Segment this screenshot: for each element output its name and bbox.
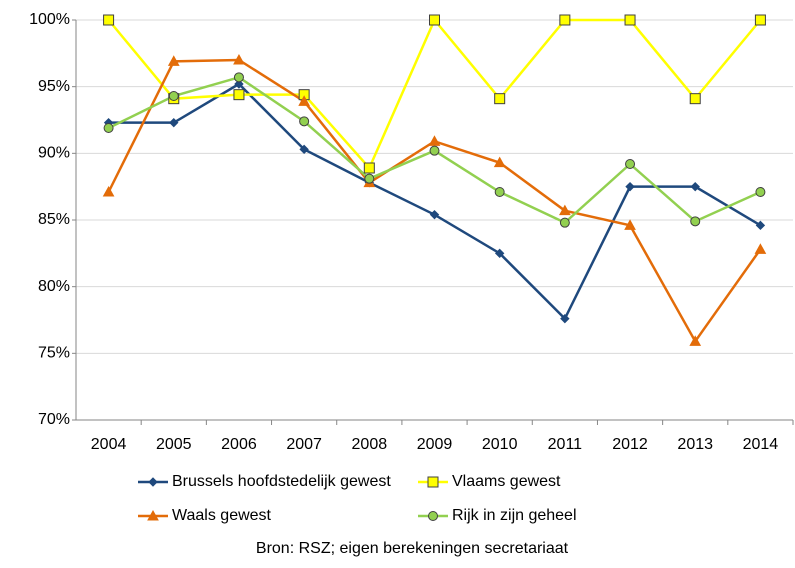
data-point — [559, 217, 570, 228]
legend-marker — [428, 511, 438, 521]
data-point — [755, 220, 766, 231]
legend-label: Rijk in zijn geheel — [452, 507, 577, 524]
x-tick-label: 2010 — [482, 436, 518, 453]
data-point — [560, 313, 570, 324]
data-point — [167, 55, 180, 66]
x-tick-label: 2012 — [612, 436, 648, 453]
y-tick-label: 80% — [38, 278, 70, 295]
data-point — [624, 219, 636, 230]
data-point — [493, 156, 506, 168]
x-tick-label: 2013 — [677, 436, 713, 453]
data-point — [233, 72, 244, 83]
data-point — [428, 135, 441, 146]
data-point — [690, 216, 701, 227]
data-point — [429, 145, 440, 156]
data-point — [755, 187, 766, 197]
data-point — [624, 14, 636, 26]
data-point — [689, 93, 701, 105]
data-point — [429, 14, 440, 26]
data-point — [102, 185, 115, 197]
y-tick-label: 75% — [38, 345, 70, 362]
legend-marker — [148, 477, 158, 487]
x-tick-label: 2006 — [221, 436, 257, 453]
data-point — [299, 144, 309, 155]
x-tick-label: 2011 — [548, 436, 583, 453]
x-tick-label: 2008 — [352, 436, 388, 453]
data-point — [559, 204, 571, 216]
data-point — [754, 243, 767, 254]
data-point — [233, 53, 245, 65]
y-tick-label: 70% — [38, 411, 70, 428]
data-point — [690, 181, 700, 192]
data-point — [169, 117, 179, 128]
y-tick-label: 95% — [38, 78, 70, 95]
data-point — [689, 335, 702, 346]
data-point — [429, 209, 440, 220]
x-tick-label: 2009 — [417, 436, 453, 453]
data-point — [494, 248, 505, 259]
data-point — [299, 116, 310, 127]
data-point — [625, 181, 635, 192]
data-point — [754, 14, 766, 26]
data-point — [168, 91, 179, 101]
y-tick-label: 100% — [29, 11, 70, 28]
data-point — [625, 159, 636, 169]
x-tick-label: 2007 — [286, 436, 322, 453]
y-tick-label: 85% — [38, 211, 70, 228]
data-point — [494, 93, 506, 105]
data-point — [234, 79, 244, 89]
x-tick-label: 2014 — [743, 436, 779, 453]
legend-marker — [427, 476, 439, 488]
data-point — [494, 187, 505, 197]
data-point — [559, 14, 571, 26]
legend-label: Waals gewest — [172, 507, 272, 524]
x-tick-label: 2004 — [91, 436, 127, 453]
data-point — [363, 162, 375, 174]
source-note: Bron: RSZ; eigen berekeningen secretaria… — [256, 540, 569, 557]
data-point — [103, 14, 115, 26]
x-tick-label: 2005 — [156, 436, 192, 453]
data-point — [103, 123, 114, 133]
data-point — [364, 173, 375, 184]
data-point — [233, 89, 245, 101]
legend-marker — [147, 509, 159, 521]
legend-label: Vlaams gewest — [452, 473, 561, 490]
y-tick-label: 90% — [38, 145, 70, 162]
data-point — [298, 95, 310, 106]
legend-label: Brussels hoofdstedelijk gewest — [172, 473, 391, 490]
